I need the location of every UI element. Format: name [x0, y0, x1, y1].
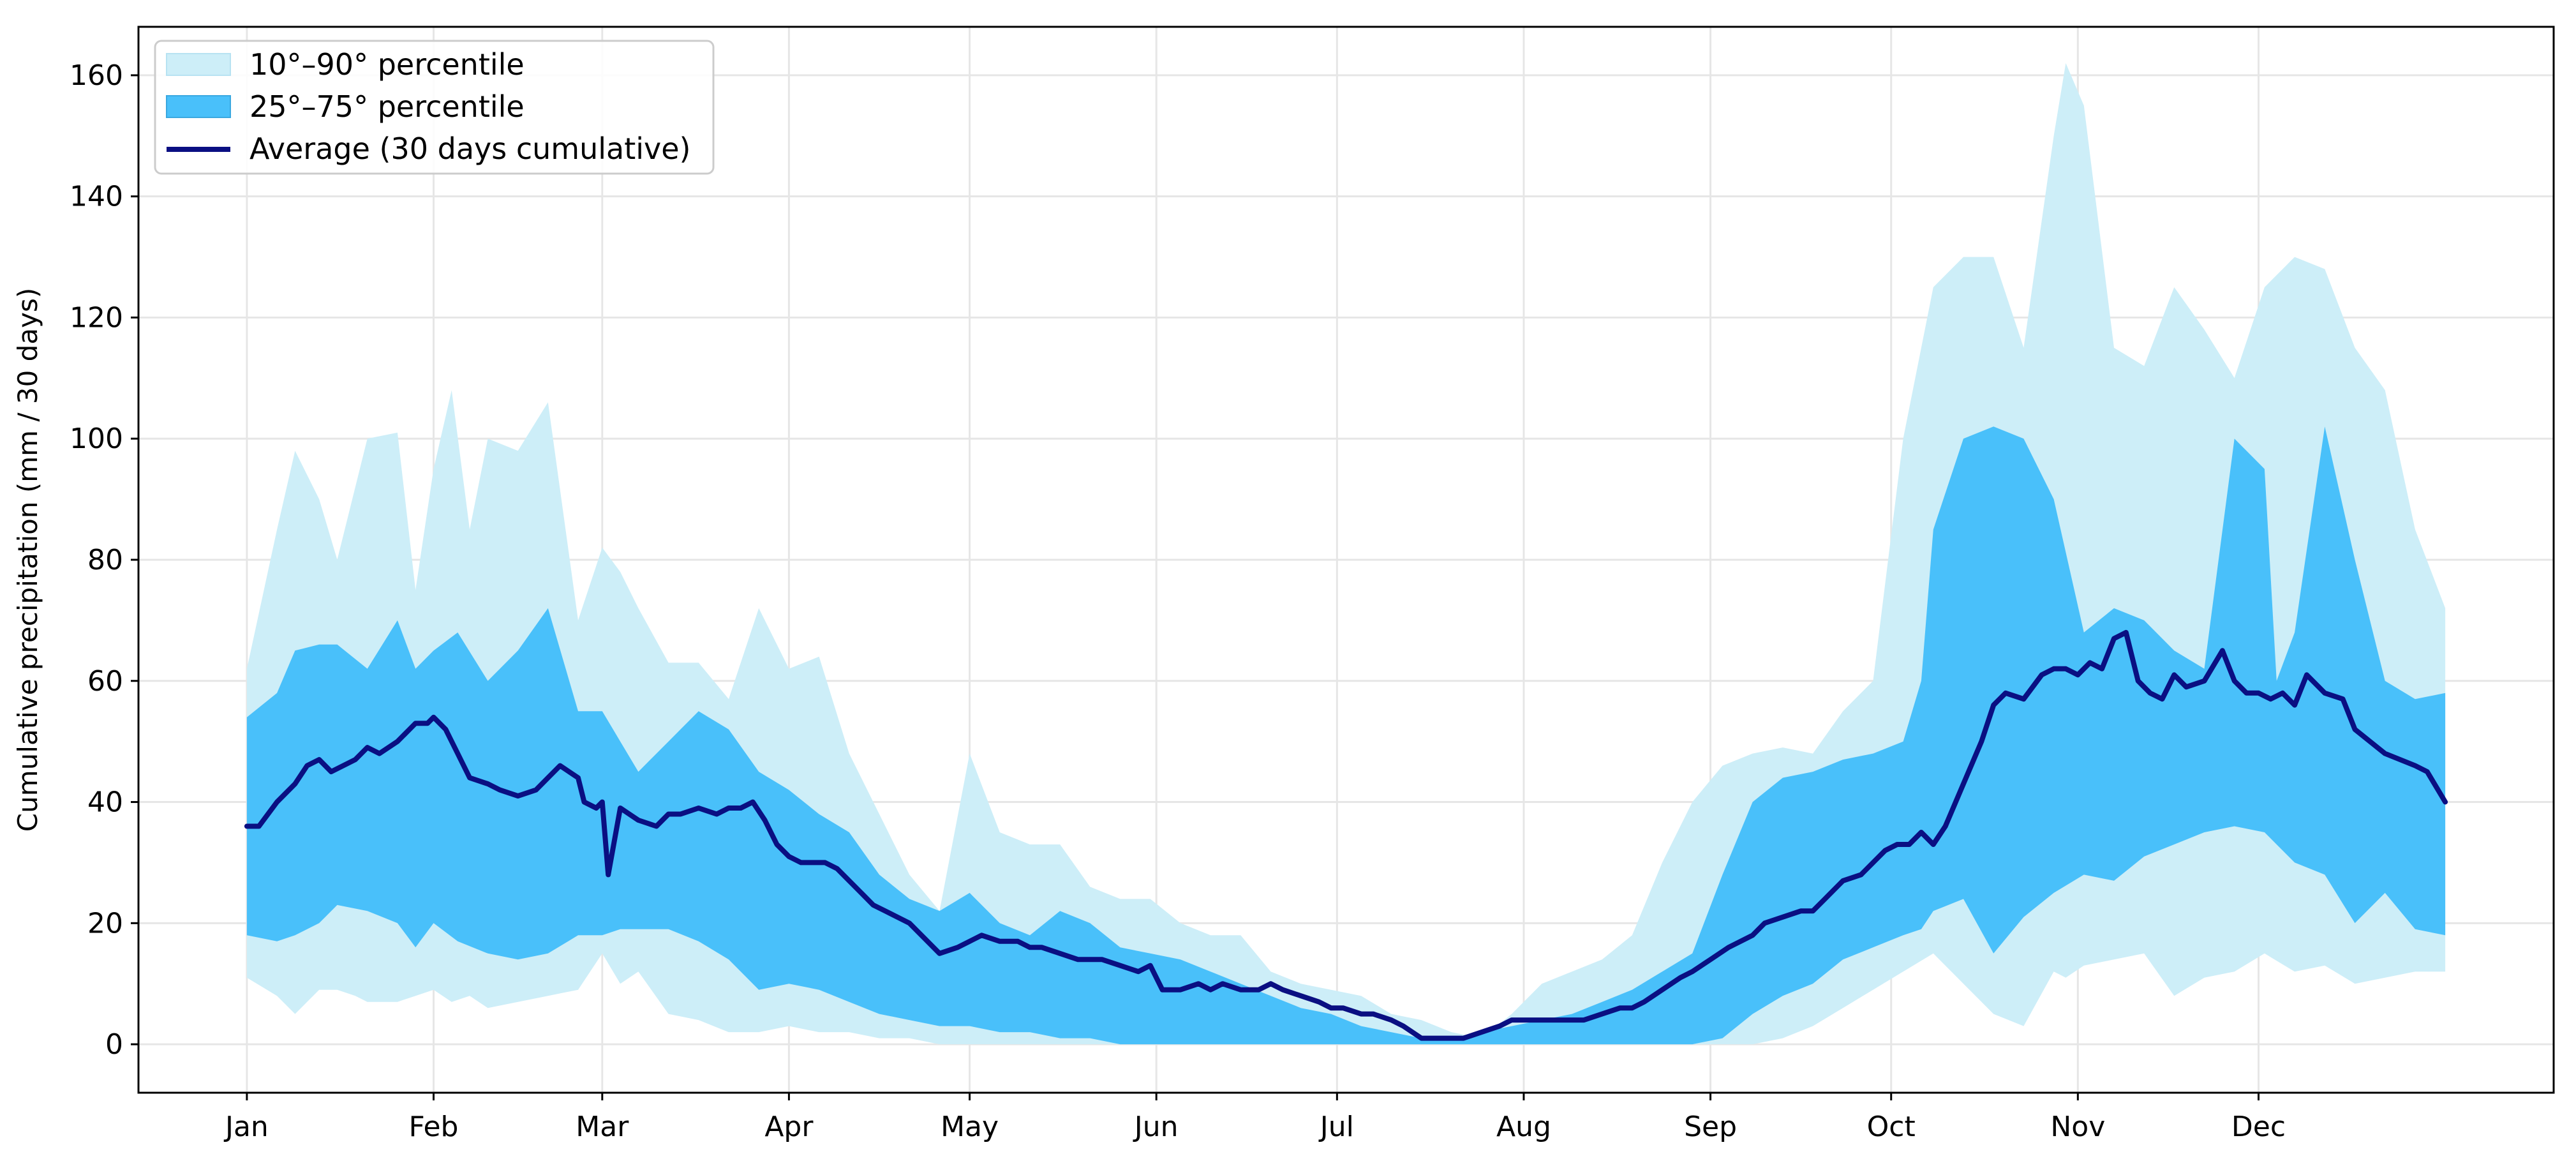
x-tick-label: Feb [409, 1111, 459, 1143]
x-tick-label: Dec [2231, 1111, 2286, 1143]
x-tick-label: Oct [1867, 1111, 1916, 1143]
average-line-group [244, 629, 2448, 1041]
band-257-percentile [246, 426, 2446, 1045]
legend-swatch [166, 95, 231, 118]
y-tick-label: 80 [87, 544, 123, 576]
y-tick-label: 20 [87, 907, 123, 940]
x-tick-label: Sep [1684, 1111, 1737, 1143]
legend-box [154, 40, 715, 175]
legend-swatch [166, 53, 231, 76]
legend-label: 25°–75° percentile [249, 89, 525, 124]
percentile-bands [246, 63, 2446, 1045]
x-tick-label: Nov [2050, 1111, 2105, 1143]
x-tick-label: Jan [223, 1111, 269, 1143]
x-tick-label: Jun [1133, 1111, 1179, 1143]
average-line [244, 629, 2448, 1041]
y-axis-label: Cumulative precipitation (mm / 30 days) [12, 288, 43, 832]
x-axis-ticks: Jan Feb Mar Apr May Jun Jul Aug Sep Oct Nov Dec [223, 1093, 2286, 1143]
y-tick-label: 160 [70, 59, 123, 92]
x-tick-label: May [941, 1111, 999, 1143]
x-tick-label: Aug [1496, 1111, 1551, 1143]
y-tick-label: 0 [105, 1028, 123, 1061]
y-axis-ticks: 0 20 40 60 80 100 120 140 160 [70, 59, 138, 1061]
legend: 10°–90° percentile 25°–75° percentile Aver… [154, 40, 715, 175]
y-tick-label: 140 [70, 181, 123, 213]
legend-label: Average (30 days cumulative) [249, 131, 690, 166]
legend-label: 10°–90° percentile [249, 47, 525, 82]
x-tick-label: Jul [1318, 1111, 1354, 1143]
y-tick-label: 40 [87, 786, 123, 819]
y-tick-label: 60 [87, 665, 123, 698]
y-tick-label: 100 [70, 423, 123, 455]
y-tick-label: 120 [70, 301, 123, 334]
x-tick-label: Mar [576, 1111, 629, 1143]
x-tick-label: Apr [764, 1111, 814, 1143]
